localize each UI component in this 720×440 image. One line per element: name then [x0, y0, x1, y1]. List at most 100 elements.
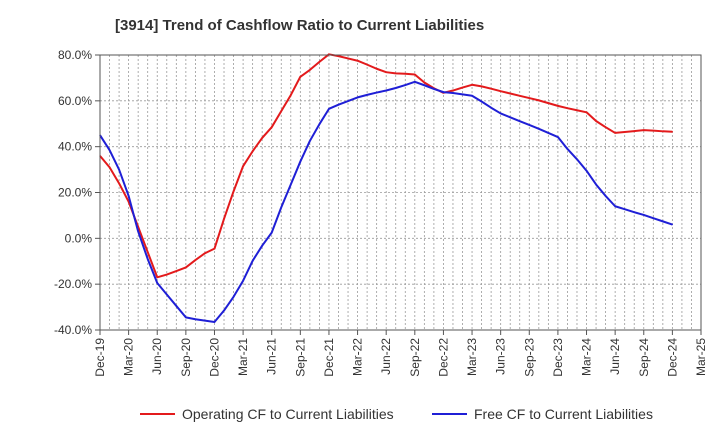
data-point [175, 270, 177, 272]
x-tick-label: Dec-20 [207, 338, 221, 377]
data-point [547, 102, 549, 104]
data-point [137, 230, 139, 233]
data-point [356, 96, 359, 98]
x-tick-label: Dec-23 [551, 338, 565, 377]
data-point [252, 150, 254, 152]
data-point [395, 87, 397, 89]
data-point [595, 183, 597, 186]
data-point [643, 129, 645, 131]
data-point [566, 107, 569, 109]
x-tick-label: Sep-21 [293, 338, 307, 377]
data-point [223, 309, 225, 312]
data-point [337, 104, 340, 106]
data-point [433, 88, 435, 90]
y-tick-label: 80.0% [58, 48, 92, 62]
x-tick-label: Sep-22 [408, 338, 422, 377]
legend-label-free-cf: Free CF to Current Liabilities [474, 406, 653, 422]
x-tick-label: Jun-21 [265, 338, 279, 375]
data-point [385, 71, 387, 73]
legend: Operating CF to Current Liabilities Free… [140, 406, 653, 422]
data-point [452, 92, 454, 94]
data-point [585, 170, 588, 172]
data-point [461, 86, 464, 89]
data-point [471, 95, 473, 97]
data-point [347, 100, 349, 102]
data-point [519, 95, 521, 97]
data-point [528, 124, 530, 126]
x-tick-label: Jun-20 [150, 338, 164, 375]
data-point [128, 195, 130, 197]
data-point [347, 57, 349, 60]
data-point [166, 293, 168, 296]
data-point [252, 260, 254, 262]
data-point [423, 81, 425, 84]
data-point [471, 84, 473, 86]
data-point [547, 132, 549, 134]
x-tick-label: Mar-25 [694, 338, 708, 376]
x-tick-label: Jun-24 [608, 338, 622, 375]
data-point [519, 120, 521, 122]
data-point [490, 88, 492, 90]
data-point [156, 276, 158, 278]
data-point [261, 137, 263, 139]
data-point [442, 91, 445, 93]
x-tick-label: Jun-23 [494, 338, 508, 375]
legend-label-operating-cf: Operating CF to Current Liabilities [182, 406, 394, 422]
data-point [156, 282, 158, 284]
data-point [318, 61, 321, 63]
data-point [213, 248, 216, 250]
grid [100, 54, 701, 331]
data-point [624, 208, 626, 210]
data-point [414, 73, 416, 76]
data-point [194, 259, 196, 261]
x-tick-label: Mar-23 [465, 338, 479, 376]
data-point [223, 218, 225, 220]
data-point [299, 76, 301, 78]
data-point [376, 91, 378, 94]
data-point [166, 273, 168, 276]
data-point [271, 232, 273, 234]
x-tick-label: Sep-20 [179, 338, 193, 377]
x-tick-label: Sep-24 [637, 338, 651, 377]
data-point [557, 105, 559, 107]
data-point [624, 131, 626, 133]
y-axis-ticks: 80.0% 60.0% 40.0% 20.0% 0.0% -20.0% -40.0% [54, 48, 100, 337]
data-point [385, 89, 387, 92]
y-tick-label: -20.0% [54, 277, 92, 291]
data-point [309, 140, 311, 142]
data-point [461, 93, 464, 96]
data-point [337, 55, 340, 57]
x-tick-label: Dec-22 [436, 338, 450, 377]
data-point [662, 130, 664, 132]
x-tick-label: Dec-24 [665, 338, 679, 377]
data-point [480, 100, 483, 103]
data-point [509, 116, 511, 118]
data-point [595, 120, 597, 122]
x-tick-label: Jun-22 [379, 338, 393, 375]
data-point [118, 182, 120, 184]
data-point [271, 126, 273, 128]
data-point [671, 223, 673, 226]
data-point [557, 136, 559, 138]
data-point [118, 168, 120, 171]
data-point [452, 89, 454, 92]
data-point [614, 205, 616, 207]
data-point [404, 73, 406, 75]
data-point [633, 211, 635, 213]
data-point [128, 201, 130, 203]
data-point [414, 81, 416, 83]
data-point [175, 305, 177, 307]
data-point [185, 316, 187, 318]
data-point [538, 99, 540, 101]
data-point [242, 165, 244, 167]
data-point [108, 166, 111, 168]
data-point [261, 245, 263, 247]
data-point [652, 130, 654, 132]
data-point [108, 149, 111, 151]
x-tick-label: Mar-20 [122, 338, 136, 376]
data-point [147, 251, 149, 253]
chart-title: [3914] Trend of Cashflow Ratio to Curren… [115, 17, 484, 34]
data-point [309, 69, 311, 71]
data-point [328, 108, 330, 110]
